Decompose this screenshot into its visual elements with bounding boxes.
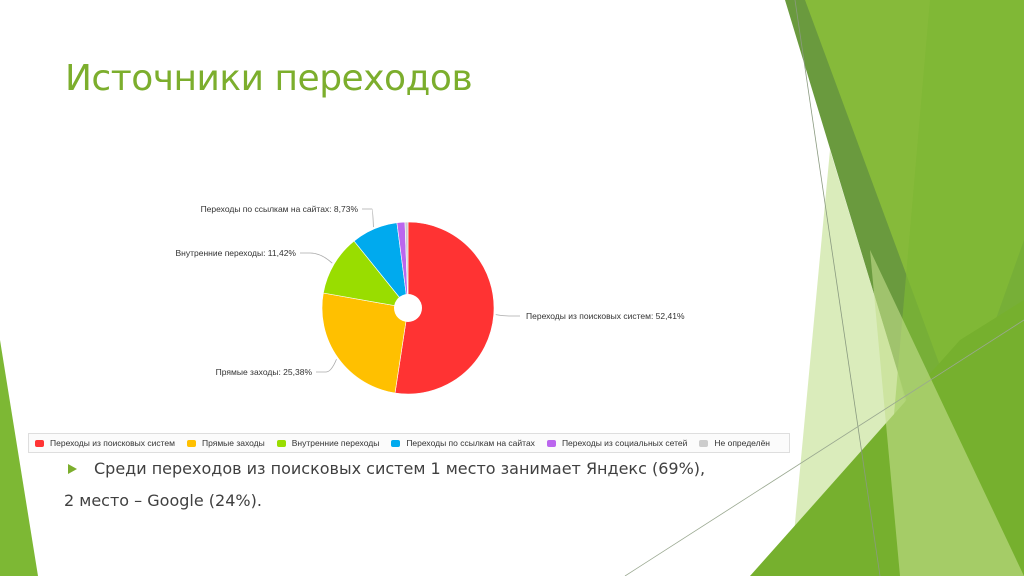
data-label: Переходы из поисковых систем: 52,41% [526, 311, 685, 321]
pie-slice [321, 292, 409, 394]
legend-item[interactable]: Переходы по ссылкам на сайтах [391, 438, 535, 448]
legend-swatch [546, 439, 556, 447]
data-label-leader [316, 359, 337, 373]
pie-slice [394, 221, 495, 395]
bullet-text: Среди переходов из поисковых систем 1 ме… [94, 459, 706, 478]
legend-swatch [391, 439, 401, 447]
legend-label: Не определён [714, 438, 770, 448]
legend-label: Внутренние переходы [291, 438, 380, 448]
pie-slice [404, 221, 409, 309]
legend-swatch [276, 439, 286, 447]
data-label: Переходы по ссылкам на сайтах: 8,73% [201, 204, 359, 214]
chart-legend: Переходы из поисковых систем Прямые заход… [28, 433, 790, 453]
legend-swatch [35, 439, 44, 447]
data-label: Прямые заходы: 25,38% [216, 367, 313, 377]
legend-swatch [699, 439, 709, 447]
pie-center-hole [394, 294, 422, 322]
legend-item[interactable]: Не определён [699, 438, 770, 448]
data-label-leader [495, 314, 520, 317]
legend-label: Переходы из поисковых систем [50, 438, 175, 448]
data-label-leader [362, 208, 374, 228]
slide-title: Источники переходов [65, 58, 473, 99]
continuation-text: 2 место – Google (24%). [64, 491, 262, 510]
bullet-item: Среди переходов из поисковых систем 1 ме… [68, 459, 705, 478]
data-label-leader [300, 252, 333, 264]
data-label: Внутренние переходы: 11,42% [176, 248, 297, 258]
bullet-arrow-icon [68, 463, 77, 474]
legend-item[interactable]: Переходы из поисковых систем [35, 438, 175, 448]
legend-swatch [186, 439, 196, 447]
legend-item[interactable]: Прямые заходы [186, 438, 265, 448]
legend-item[interactable]: Переходы из социальных сетей [546, 438, 688, 448]
legend-label: Переходы по ссылкам на сайтах [406, 438, 535, 448]
legend-label: Прямые заходы [201, 438, 265, 448]
legend-item[interactable]: Внутренние переходы [276, 438, 380, 448]
legend-label: Переходы из социальных сетей [561, 438, 688, 448]
